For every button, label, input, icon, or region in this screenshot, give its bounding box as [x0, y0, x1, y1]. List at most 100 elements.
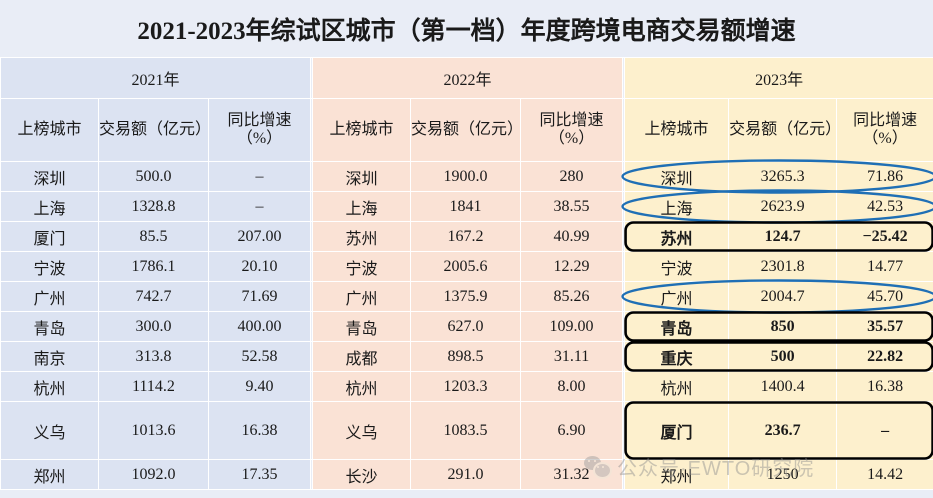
data-table-wrapper: 2021年 2022年 2023年 上榜城市 交易额（亿元） 同比增速（%） 上榜城市 交易额…	[0, 57, 933, 490]
col-header-2021-0: 上榜城市	[0, 98, 99, 162]
cell-2022-amount: 2005.6	[410, 251, 522, 282]
cell-2022-growth: 40.99	[520, 221, 624, 252]
table-row: 杭州 1114.2 9.40 杭州 1203.3 8.00 杭州 1400.4 16.38	[0, 371, 933, 402]
cell-2023-city: 广州	[624, 281, 730, 312]
cell-2021-growth: 20.10	[207, 251, 312, 282]
title-bar: 2021-2023年综试区城市（第一档）年度跨境电商交易额增速	[0, 0, 933, 57]
page-title: 2021-2023年综试区城市（第一档）年度跨境电商交易额增速	[137, 17, 796, 45]
cross-border-ecommerce-table: 2021年 2022年 2023年 上榜城市 交易额（亿元） 同比增速（%） 上榜城市 交易额…	[0, 57, 933, 490]
cell-2022-city: 义乌	[312, 401, 412, 460]
cell-2022-growth: 12.29	[520, 251, 624, 282]
col-header-2022-2: 同比增速（%）	[520, 98, 624, 162]
col-header-2022-1: 交易额（亿元）	[410, 98, 523, 162]
cell-2022-city: 宁波	[312, 251, 412, 282]
cell-2023-amount: 236.7	[728, 401, 838, 460]
cell-2021-city: 广州	[0, 281, 99, 312]
cell-2022-city: 成都	[312, 341, 412, 372]
cell-2023-city: 郑州	[624, 459, 730, 490]
cell-2021-growth: 16.38	[207, 401, 312, 460]
cell-2023-amount: 500	[728, 341, 838, 372]
cell-2023-amount: 2623.9	[728, 191, 838, 222]
col-header-2022-0: 上榜城市	[312, 98, 412, 162]
cell-2022-growth: 85.26	[520, 281, 624, 312]
cell-2023-amount: 2301.8	[728, 251, 838, 282]
cell-2022-amount: 627.0	[410, 311, 522, 342]
cell-2023-growth: 45.70	[836, 281, 933, 312]
col-header-2023-2: 同比增速（%）	[836, 98, 933, 162]
cell-2021-city: 杭州	[0, 371, 99, 402]
cell-2021-city: 厦门	[0, 221, 99, 252]
col-header-2021-1: 交易额（亿元）	[98, 98, 211, 162]
cell-2021-amount: 1328.8	[98, 191, 209, 222]
cell-2022-amount: 291.0	[410, 459, 522, 490]
year-header-2022: 2022年	[312, 57, 624, 99]
cell-2023-growth: 14.42	[836, 459, 933, 490]
cell-2022-amount: 1841	[410, 191, 522, 222]
table-row: 深圳 500.0– 深圳 1900.0 280 深圳 3265.3 71.86	[0, 161, 933, 192]
cell-2022-city: 广州	[312, 281, 412, 312]
cell-2021-growth: 17.35	[207, 459, 312, 490]
table-body: 2021年 2022年 2023年 上榜城市 交易额（亿元） 同比增速（%） 上榜城市 交易额…	[0, 57, 933, 490]
cell-2021-city: 南京	[0, 341, 99, 372]
cell-2021-amount: 1092.0	[98, 459, 209, 490]
cell-2022-city: 深圳	[312, 161, 412, 192]
cell-2023-growth: 35.57	[836, 311, 933, 342]
cell-2021-amount: 1786.1	[98, 251, 209, 282]
cell-2022-city: 长沙	[312, 459, 412, 490]
cell-2023-city: 青岛	[624, 311, 730, 342]
year-header-2023: 2023年	[624, 57, 933, 99]
cell-2022-amount: 1203.3	[410, 371, 522, 402]
cell-2023-city: 深圳	[624, 161, 730, 192]
cell-2023-amount: 2004.7	[728, 281, 838, 312]
cell-2021-growth: 71.69	[207, 281, 312, 312]
cell-2023-amount: 3265.3	[728, 161, 838, 192]
cell-2022-growth: 38.55	[520, 191, 624, 222]
cell-2021-growth: –	[207, 161, 312, 192]
cell-2021-growth: 52.58	[207, 341, 312, 372]
cell-2023-city: 宁波	[624, 251, 730, 282]
cell-2023-city: 厦门	[624, 401, 730, 460]
cell-2022-city: 杭州	[312, 371, 412, 402]
cell-2023-growth: 71.86	[836, 161, 933, 192]
cell-2021-city: 义乌	[0, 401, 99, 460]
cell-2021-amount: 1114.2	[98, 371, 209, 402]
cell-2022-amount: 1900.0	[410, 161, 522, 192]
cell-2021-amount: 742.7	[98, 281, 209, 312]
cell-2021-growth: –	[207, 191, 312, 222]
cell-2023-growth: 14.77	[836, 251, 933, 282]
cell-2021-growth: 9.40	[207, 371, 312, 402]
cell-2023-amount: 850	[728, 311, 838, 342]
table-row: 上海 1328.8– 上海 1841 38.55 上海 2623.9 42.53	[0, 191, 933, 222]
table-row: 宁波 1786.1 20.10 宁波 2005.6 12.29 宁波 2301.8 14.77	[0, 251, 933, 282]
cell-2021-growth: 400.00	[207, 311, 312, 342]
cell-2021-amount: 500.0	[98, 161, 209, 192]
table-row: 青岛 300.0 400.00 青岛 627.0 109.00 青岛 850 35.57	[0, 311, 933, 342]
cell-2022-city: 青岛	[312, 311, 412, 342]
cell-2021-city: 青岛	[0, 311, 99, 342]
cell-2021-city: 宁波	[0, 251, 99, 282]
cell-2022-growth: 280	[520, 161, 624, 192]
cell-2021-amount: 1013.6	[98, 401, 209, 460]
cell-2022-growth: 31.32	[520, 459, 624, 490]
cell-2022-amount: 898.5	[410, 341, 522, 372]
cell-2022-amount: 1083.5	[410, 401, 522, 460]
cell-2023-city: 杭州	[624, 371, 730, 402]
cell-2021-amount: 300.0	[98, 311, 209, 342]
cell-2023-amount: 124.7	[728, 221, 838, 252]
cell-2023-city: 苏州	[624, 221, 730, 252]
cell-2023-city: 上海	[624, 191, 730, 222]
cell-2021-growth: 207.00	[207, 221, 312, 252]
col-header-2021-2: 同比增速（%）	[207, 98, 312, 162]
cell-2022-growth: 6.90	[520, 401, 624, 460]
cell-2022-growth: 8.00	[520, 371, 624, 402]
cell-2022-amount: 1375.9	[410, 281, 522, 312]
table-row: 南京 313.8 52.58 成都 898.5 31.11 重庆 500 22.82	[0, 341, 933, 372]
table-row: 厦门 85.5 207.00 苏州 167.2 40.99 苏州 124.7 −25.42	[0, 221, 933, 252]
col-header-2023-0: 上榜城市	[624, 98, 730, 162]
cell-2022-city: 上海	[312, 191, 412, 222]
cell-2023-growth: 16.38	[836, 371, 933, 402]
cell-2021-city: 上海	[0, 191, 99, 222]
cell-2023-amount: 1400.4	[728, 371, 838, 402]
cell-2022-city: 苏州	[312, 221, 412, 252]
cell-2023-growth: −25.42	[836, 221, 933, 252]
